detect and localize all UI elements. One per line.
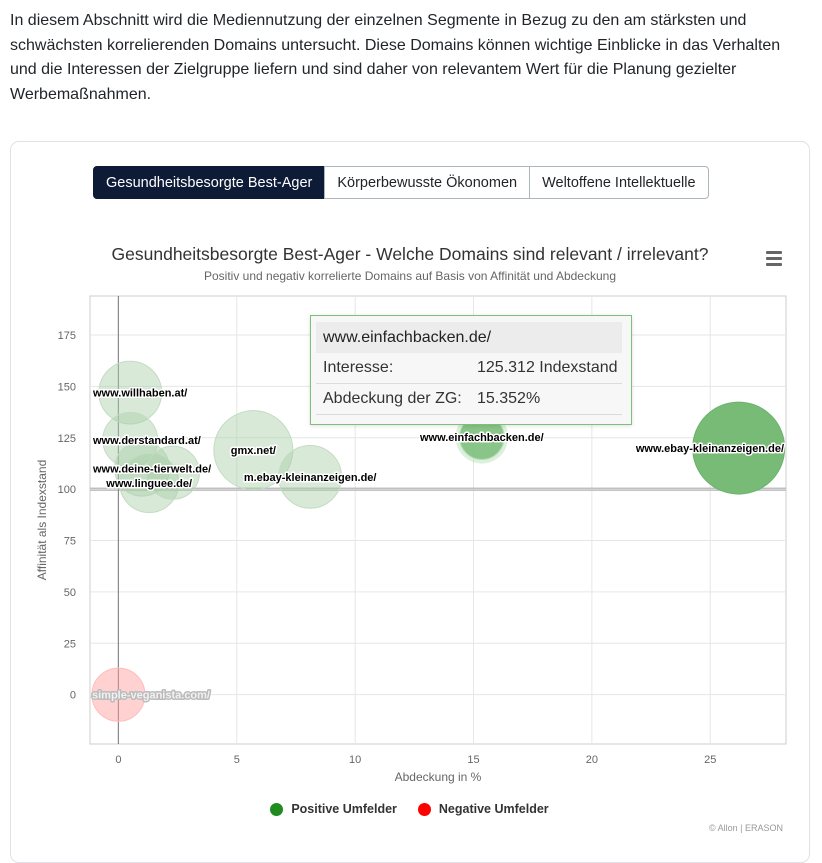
data-label: simple-veganista.com/ bbox=[92, 690, 210, 702]
y-tick-label: 75 bbox=[64, 536, 76, 548]
bubble-positive bbox=[98, 360, 163, 425]
chart-menu-icon[interactable] bbox=[762, 248, 786, 268]
bubble-positive bbox=[114, 440, 171, 497]
legend-label-positive: Positive Umfelder bbox=[291, 802, 397, 816]
x-tick-label: 20 bbox=[586, 754, 598, 766]
legend-dot-negative bbox=[417, 802, 431, 816]
y-tick-label: 25 bbox=[64, 638, 76, 650]
legend-label-negative: Negative Umfelder bbox=[438, 802, 549, 816]
tab-segment-3[interactable]: Weltoffene Intellektuelle bbox=[529, 166, 709, 199]
data-label: m.ebay-kleinanzeigen.de/ bbox=[244, 472, 377, 484]
data-label: www.linguee.de/ bbox=[105, 478, 192, 490]
bubble-positive bbox=[278, 444, 343, 509]
legend-item-positive[interactable]: Positive Umfelder bbox=[270, 802, 397, 816]
chart-subtitle: Positiv und negativ korrelierte Domains … bbox=[204, 269, 616, 283]
tooltip-interest-label: Interesse: bbox=[323, 359, 394, 376]
tooltip-coverage-value: 15.352% bbox=[477, 390, 541, 407]
legend-dot-positive bbox=[270, 802, 284, 816]
tab-segment-2[interactable]: Körperbewusste Ökonomen bbox=[324, 166, 531, 199]
plot-border bbox=[89, 295, 787, 745]
intro-paragraph: In diesem Abschnitt wird die Mediennutzu… bbox=[10, 12, 781, 103]
tooltip-interest-value: 125.312 Indexstand bbox=[477, 359, 618, 376]
x-tick-label: 25 bbox=[704, 754, 716, 766]
tab-segment-1[interactable]: Gesundheitsbesorgte Best-Ager bbox=[93, 166, 326, 199]
x-tick-label: 10 bbox=[349, 754, 361, 766]
chart-credits: © Allon | ERASON bbox=[709, 823, 783, 833]
tooltip-coverage-label: Abdeckung der ZG: bbox=[323, 390, 462, 407]
chart-legend: Positive Umfelder Negative Umfelder bbox=[0, 802, 822, 816]
y-tick-label: 0 bbox=[70, 690, 76, 702]
chart-title: Gesundheitsbesorgte Best-Ager - Welche D… bbox=[112, 244, 709, 264]
bubble-negative bbox=[91, 667, 146, 722]
x-tick-label: 15 bbox=[467, 754, 479, 766]
y-tick-label: 150 bbox=[58, 381, 76, 393]
bubble-chart: Gesundheitsbesorgte Best-Ager - Welche D… bbox=[35, 244, 787, 784]
data-label: www.deine-tierwelt.de/ bbox=[92, 464, 211, 476]
bubble-positive bbox=[692, 401, 786, 495]
tooltip-interest-row: Interesse: 125.312 Indexstand bbox=[316, 353, 622, 384]
segment-tabs: Gesundheitsbesorgte Best-Ager Körperbewu… bbox=[93, 166, 709, 199]
bubble-positive bbox=[145, 445, 200, 500]
x-tick-label: 0 bbox=[115, 754, 121, 766]
x-axis-title: Abdeckung in % bbox=[395, 770, 482, 784]
tooltip-coverage-row: Abdeckung der ZG: 15.352% bbox=[316, 384, 622, 415]
y-tick-label: 175 bbox=[58, 330, 76, 342]
data-label: www.derstandard.at/ bbox=[92, 435, 201, 447]
chart-card bbox=[10, 141, 810, 863]
data-label: www.ebay-kleinanzeigen.de/ bbox=[635, 443, 784, 455]
legend-item-negative[interactable]: Negative Umfelder bbox=[417, 802, 549, 816]
chart-tooltip: www.einfachbacken.de/ Interesse: 125.312… bbox=[310, 315, 632, 425]
data-label: www.willhaben.at/ bbox=[92, 388, 187, 400]
y-tick-label: 100 bbox=[58, 484, 76, 496]
tooltip-domain: www.einfachbacken.de/ bbox=[316, 322, 622, 353]
y-axis-title: Affinität als Indexstand bbox=[35, 460, 49, 581]
x-tick-label: 5 bbox=[234, 754, 240, 766]
y-tick-label: 50 bbox=[64, 587, 76, 599]
data-label: www.einfachbacken.de/ bbox=[419, 432, 544, 444]
y-tick-label: 125 bbox=[58, 433, 76, 445]
data-label: gmx.net/ bbox=[231, 445, 276, 457]
